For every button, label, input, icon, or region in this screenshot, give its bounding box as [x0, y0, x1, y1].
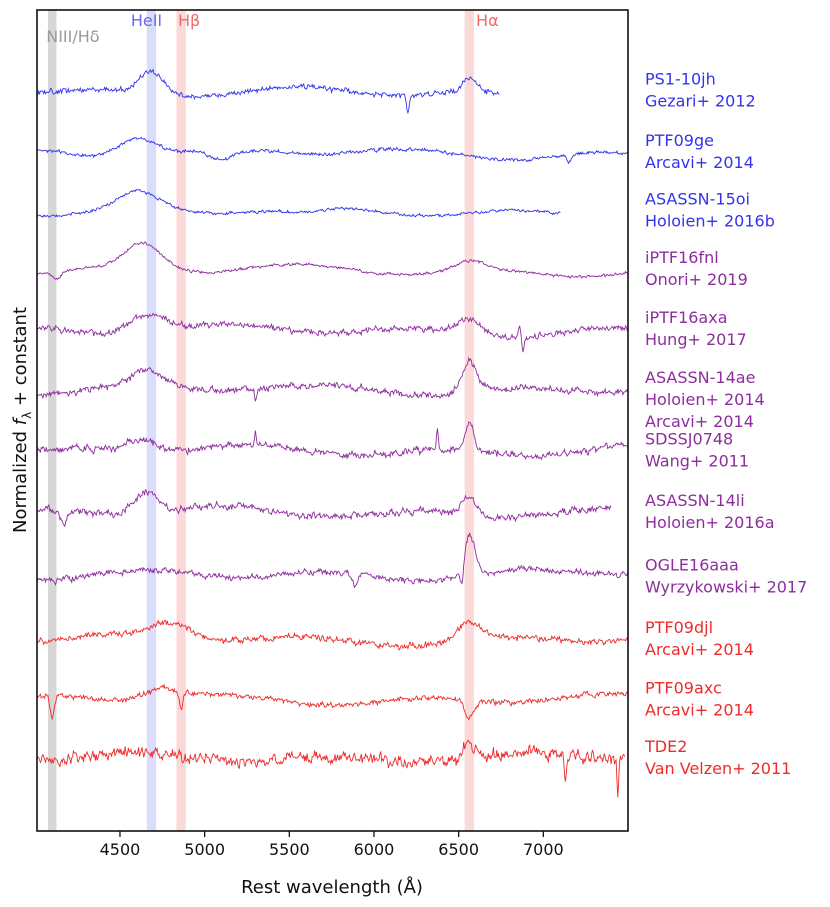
series-label-wang-2011: Wang+ 2011 — [645, 451, 749, 470]
spectrum-ptf09djl — [37, 619, 628, 651]
series-label-sdssj0748: SDSSJ0748 — [645, 429, 733, 448]
series-label-asassn-14ae: ASASSN-14ae — [645, 368, 755, 387]
x-tick-label-5500: 5500 — [269, 840, 310, 859]
x-tick-label-6000: 6000 — [354, 840, 395, 859]
x-tick-label-5000: 5000 — [184, 840, 225, 859]
spectrum-iptf16axa — [37, 312, 628, 353]
series-label-wyrzykowski-2017: Wyrzykowski+ 2017 — [645, 577, 807, 596]
band-label-h: Hβ — [178, 11, 200, 30]
spectrum-asassn-14ae — [37, 356, 628, 402]
spectrum-ogle16aaa — [37, 532, 628, 589]
series-label-ptf09axc: PTF09axc — [645, 678, 722, 697]
series-label-arcavi-2014: Arcavi+ 2014 — [645, 412, 754, 431]
x-tick-label-4500: 4500 — [100, 840, 141, 859]
series-label-holoien-2016a: Holoien+ 2016a — [645, 513, 775, 532]
series-label-iptf16fnl: iPTF16fnl — [645, 248, 719, 267]
series-label-arcavi-2014: Arcavi+ 2014 — [645, 153, 754, 172]
series-label-arcavi-2014: Arcavi+ 2014 — [645, 640, 754, 659]
series-label-asassn-15oi: ASASSN-15oi — [645, 189, 750, 208]
spectrum-ps1-10jh — [37, 68, 500, 115]
spectrum-ptf09ge — [37, 136, 628, 165]
series-label-tde2: TDE2 — [644, 737, 687, 756]
x-axis-ticks: 4500 5000 5500 6000 6500 7000 — [100, 831, 564, 859]
series-label-asassn-14li: ASASSN-14li — [645, 491, 745, 510]
series-labels: PS1-10jh Gezari+ 2012 PTF09ge Arcavi+ 2014 A… — [644, 70, 807, 778]
spectrum-tde2 — [37, 739, 626, 798]
band-label-heii: HeII — [131, 11, 162, 30]
series-label-hung-2017: Hung+ 2017 — [645, 330, 747, 349]
spectrum-ptf09axc — [37, 683, 628, 721]
plot-frame — [36, 9, 629, 832]
x-tick-label-7000: 7000 — [523, 840, 564, 859]
x-axis-title: Rest wavelength (Å) — [241, 876, 423, 898]
emission-line-labels: NIII/Hδ HeII Hβ Hα — [46, 11, 498, 46]
band-h — [176, 10, 186, 831]
series-label-arcavi-2014: Arcavi+ 2014 — [645, 700, 754, 719]
band-niii-h — [48, 10, 57, 831]
spectra-series — [37, 68, 628, 798]
series-label-van-velzen-2011: Van Velzen+ 2011 — [645, 759, 791, 778]
spectrum-sdssj0748 — [37, 421, 628, 461]
band-heii — [146, 10, 157, 831]
series-label-ptf09djl: PTF09djl — [645, 618, 713, 637]
series-label-ogle16aaa: OGLE16aaa — [645, 555, 739, 574]
band-label-niii-h: NIII/Hδ — [46, 27, 99, 46]
emission-line-bands — [48, 10, 474, 831]
x-tick-label-6500: 6500 — [438, 840, 479, 859]
series-label-iptf16axa: iPTF16axa — [645, 308, 728, 327]
band-h — [464, 10, 474, 831]
band-label-h: Hα — [476, 11, 499, 30]
series-label-ps1-10jh: PS1-10jh — [645, 70, 716, 89]
series-label-holoien-2014: Holoien+ 2014 — [645, 390, 765, 409]
series-label-ptf09ge: PTF09ge — [645, 131, 714, 150]
spectrum-asassn-15oi — [37, 188, 561, 218]
series-label-gezari-2012: Gezari+ 2012 — [645, 92, 756, 111]
series-label-onori-2019: Onori+ 2019 — [645, 270, 748, 289]
series-label-holoien-2016b: Holoien+ 2016b — [645, 211, 775, 230]
spectrum-asassn-14li — [37, 488, 612, 528]
spectrum-iptf16fnl — [37, 241, 628, 280]
y-axis-title: Normalized fλ + constant — [10, 307, 34, 533]
